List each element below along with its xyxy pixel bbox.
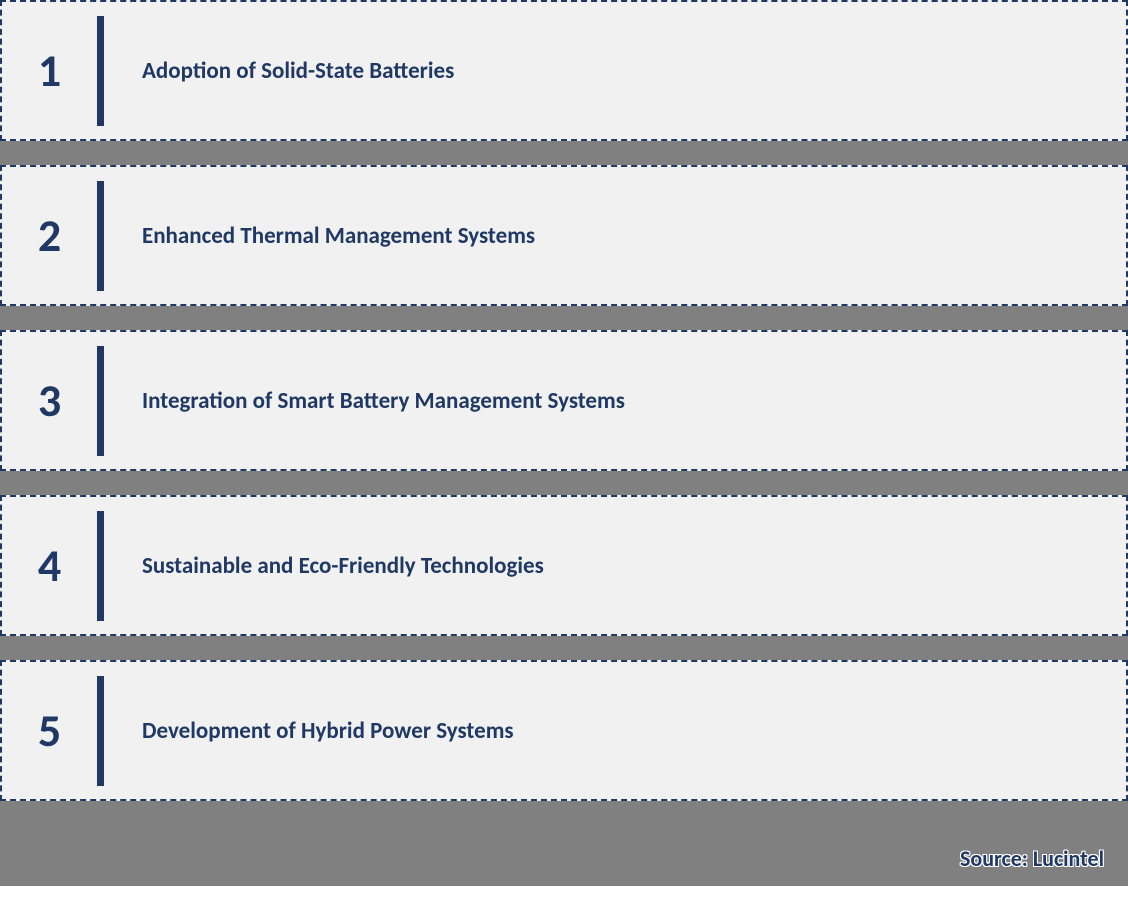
list-item: 2 Enhanced Thermal Management Systems xyxy=(0,165,1128,306)
item-label: Sustainable and Eco-Friendly Technologie… xyxy=(104,552,544,580)
source-row: Source: Lucintel xyxy=(0,825,1128,886)
item-label: Integration of Smart Battery Management … xyxy=(104,387,625,415)
item-number: 4 xyxy=(2,538,97,594)
item-divider xyxy=(97,676,104,786)
item-label: Adoption of Solid-State Batteries xyxy=(104,57,454,85)
item-label: Enhanced Thermal Management Systems xyxy=(104,222,535,250)
source-label: Source: Lucintel xyxy=(960,845,1104,872)
item-divider xyxy=(97,511,104,621)
list-item: 3 Integration of Smart Battery Managemen… xyxy=(0,330,1128,471)
item-label: Development of Hybrid Power Systems xyxy=(104,717,514,745)
infographic-container: 1 Adoption of Solid-State Batteries 2 En… xyxy=(0,0,1128,886)
item-number: 3 xyxy=(2,373,97,429)
item-divider xyxy=(97,16,104,126)
item-number: 1 xyxy=(2,43,97,99)
list-item: 1 Adoption of Solid-State Batteries xyxy=(0,0,1128,141)
list-item: 4 Sustainable and Eco-Friendly Technolog… xyxy=(0,495,1128,636)
item-divider xyxy=(97,181,104,291)
list-item: 5 Development of Hybrid Power Systems xyxy=(0,660,1128,801)
item-number: 2 xyxy=(2,208,97,264)
item-number: 5 xyxy=(2,703,97,759)
item-divider xyxy=(97,346,104,456)
